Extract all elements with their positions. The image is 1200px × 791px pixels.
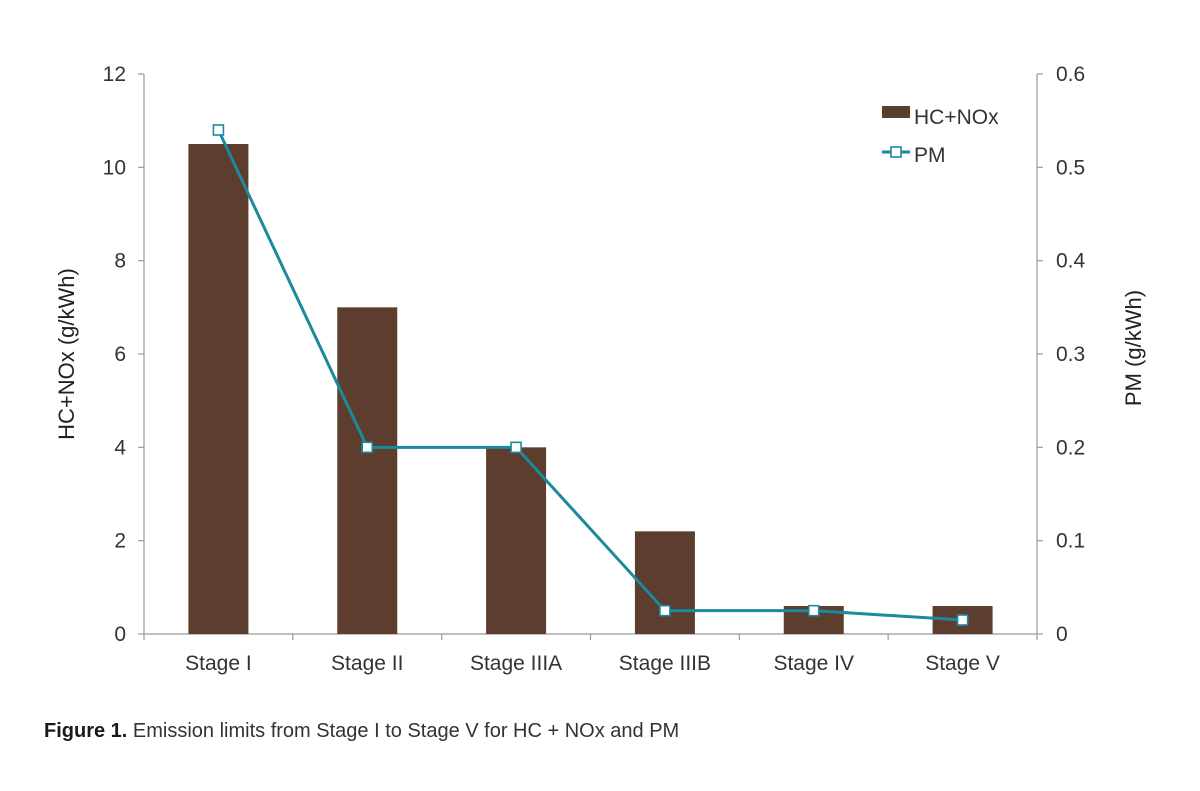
pm-point (956, 614, 969, 626)
left-tick-label: 6 (114, 343, 126, 366)
legend-label-hc-nox: HC+NOx (914, 106, 999, 129)
x-tick-label: Stage IV (773, 652, 854, 675)
right-y-axis: 0 0.1 0.2 0.3 0.4 0.5 0.6 (1036, 63, 1086, 646)
pm-point (361, 441, 374, 454)
x-axis: Stage I Stage II Stage IIIA Stage IIIB Stage… (143, 633, 1038, 675)
pm-point (659, 604, 671, 617)
left-tick-label: 0 (114, 623, 126, 646)
pm-line (217, 129, 963, 622)
x-tick-label: Stage II (331, 652, 403, 675)
x-tick-label: Stage IIIA (470, 652, 562, 675)
bar (337, 307, 398, 634)
line-series-pm (212, 124, 969, 626)
legend-label-pm: PM (914, 144, 946, 167)
left-tick-label: 2 (114, 530, 126, 553)
figure-caption: Figure 1. Emission limits from Stage I t… (44, 720, 679, 743)
bar (486, 447, 547, 634)
pm-point (510, 441, 522, 454)
caption-text: Emission limits from Stage I to Stage V … (132, 720, 680, 742)
x-tick-label: Stage I (185, 652, 252, 675)
right-tick-label: 0.3 (1056, 343, 1085, 366)
caption-label: Figure 1. (44, 720, 128, 742)
left-tick-label: 12 (103, 63, 126, 86)
legend-swatch-hc-nox (882, 106, 910, 118)
x-tick-label: Stage IIIB (619, 652, 711, 675)
legend-marker-pm (890, 146, 902, 158)
right-tick-label: 0.4 (1056, 250, 1086, 273)
right-tick-label: 0.1 (1056, 530, 1085, 553)
left-axis-title: HC+NOx (g/kWh) (54, 268, 79, 440)
pm-point (212, 124, 225, 136)
bar (634, 531, 695, 634)
left-tick-label: 10 (103, 156, 126, 179)
right-axis-title: PM (g/kWh) (1121, 290, 1146, 406)
right-tick-label: 0 (1056, 623, 1068, 646)
left-tick-label: 4 (114, 436, 126, 459)
left-tick-label: 8 (114, 250, 126, 273)
right-tick-label: 0.2 (1056, 436, 1085, 459)
x-tick-label: Stage V (925, 652, 1000, 675)
right-tick-label: 0.5 (1056, 156, 1085, 179)
bar-series-hc-nox (188, 144, 993, 634)
pm-point (807, 604, 820, 617)
bar (188, 144, 249, 634)
left-y-axis: 0 2 4 6 8 10 12 (103, 63, 145, 646)
legend: HC+NOx PM (882, 106, 999, 167)
right-tick-label: 0.6 (1056, 63, 1085, 86)
